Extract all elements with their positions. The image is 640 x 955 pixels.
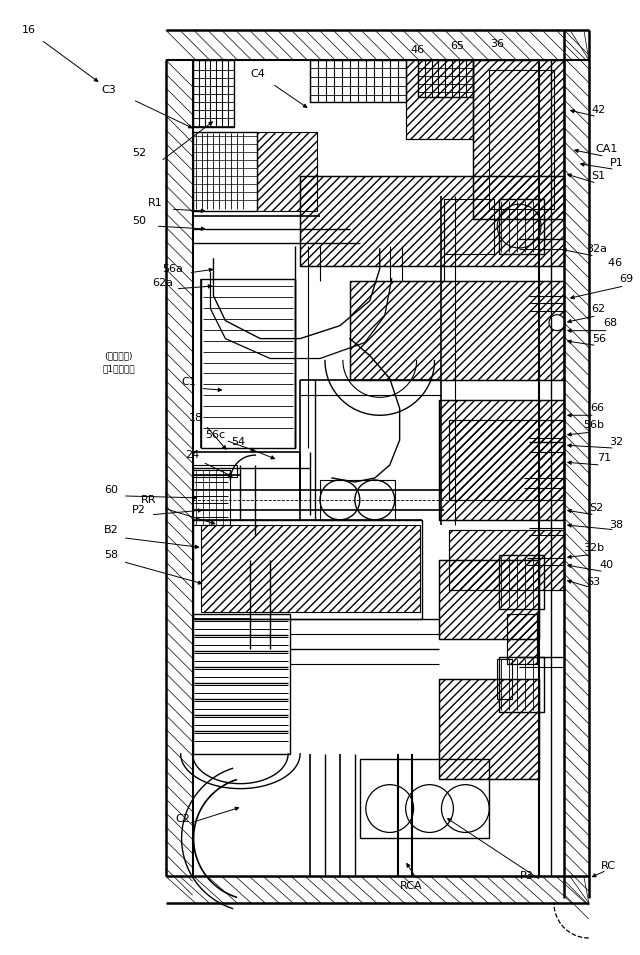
- Text: 52: 52: [132, 148, 146, 159]
- Text: 56c: 56c: [205, 430, 225, 440]
- Bar: [444, 200, 494, 254]
- Bar: [440, 400, 564, 520]
- Bar: [200, 279, 295, 448]
- Text: C4: C4: [251, 69, 266, 78]
- Text: 46: 46: [608, 258, 625, 268]
- Bar: [440, 560, 539, 639]
- Text: R1: R1: [148, 199, 163, 208]
- Bar: [193, 470, 230, 525]
- Text: RR: RR: [141, 495, 157, 505]
- Bar: [310, 60, 406, 101]
- Bar: [507, 614, 537, 664]
- Text: 66: 66: [590, 403, 604, 414]
- Text: 38: 38: [610, 520, 624, 530]
- Bar: [449, 530, 564, 589]
- Text: (クラッチ): (クラッチ): [104, 351, 133, 360]
- Text: C1: C1: [181, 377, 196, 388]
- Bar: [489, 70, 554, 209]
- Text: 40: 40: [600, 560, 614, 569]
- Text: 16: 16: [22, 25, 36, 35]
- Text: 18: 18: [189, 414, 203, 423]
- Bar: [499, 657, 544, 712]
- Text: P2: P2: [132, 505, 146, 515]
- Bar: [320, 480, 395, 520]
- Text: 58: 58: [104, 550, 118, 560]
- Bar: [300, 177, 564, 265]
- Text: 65: 65: [451, 41, 465, 51]
- Text: RC: RC: [601, 861, 616, 871]
- Text: 46: 46: [410, 45, 424, 54]
- Bar: [499, 200, 544, 254]
- Text: 42: 42: [591, 105, 606, 115]
- Text: 56: 56: [592, 333, 606, 344]
- Text: 第1クラッチ: 第1クラッチ: [102, 364, 135, 373]
- Text: B2: B2: [104, 524, 118, 535]
- Text: 24: 24: [186, 450, 200, 460]
- Text: 50: 50: [132, 216, 146, 226]
- Bar: [406, 60, 474, 139]
- Bar: [193, 465, 237, 477]
- Text: P3: P3: [520, 871, 534, 881]
- Text: 56a: 56a: [162, 264, 183, 274]
- Text: S2: S2: [589, 503, 604, 513]
- Text: 60: 60: [104, 485, 118, 495]
- Text: 62a: 62a: [152, 278, 173, 287]
- Bar: [200, 525, 420, 612]
- Text: P1: P1: [610, 159, 623, 168]
- Text: 32b: 32b: [583, 542, 604, 553]
- Text: C2: C2: [175, 814, 190, 823]
- Bar: [440, 560, 539, 639]
- Bar: [507, 614, 537, 664]
- Text: RCA: RCA: [400, 881, 423, 891]
- Text: S3: S3: [587, 577, 601, 586]
- Text: 68: 68: [604, 318, 618, 328]
- Text: 69: 69: [620, 274, 634, 284]
- Text: 36: 36: [490, 39, 504, 49]
- Bar: [449, 530, 564, 589]
- Text: CA1: CA1: [596, 144, 618, 155]
- Text: 32: 32: [610, 437, 624, 447]
- Bar: [193, 60, 234, 126]
- Text: 62: 62: [592, 304, 606, 314]
- Bar: [440, 679, 539, 778]
- Text: 54: 54: [231, 437, 245, 447]
- Bar: [360, 759, 489, 838]
- Bar: [300, 177, 564, 265]
- Bar: [449, 420, 564, 499]
- Bar: [449, 420, 564, 499]
- Bar: [497, 659, 512, 699]
- Text: 32a: 32a: [586, 244, 607, 254]
- Text: 71: 71: [596, 453, 611, 463]
- Bar: [474, 60, 564, 219]
- Bar: [193, 614, 290, 753]
- Bar: [406, 60, 474, 139]
- Bar: [499, 555, 544, 609]
- Text: C3: C3: [102, 85, 116, 95]
- Bar: [257, 132, 317, 211]
- Text: 56b: 56b: [583, 420, 604, 431]
- Text: S1: S1: [592, 171, 606, 181]
- Bar: [440, 400, 564, 520]
- Bar: [474, 60, 564, 219]
- Bar: [350, 281, 564, 380]
- Circle shape: [549, 315, 565, 330]
- Bar: [193, 520, 422, 620]
- Bar: [417, 60, 474, 96]
- Bar: [440, 679, 539, 778]
- Bar: [193, 132, 257, 211]
- Bar: [350, 281, 564, 380]
